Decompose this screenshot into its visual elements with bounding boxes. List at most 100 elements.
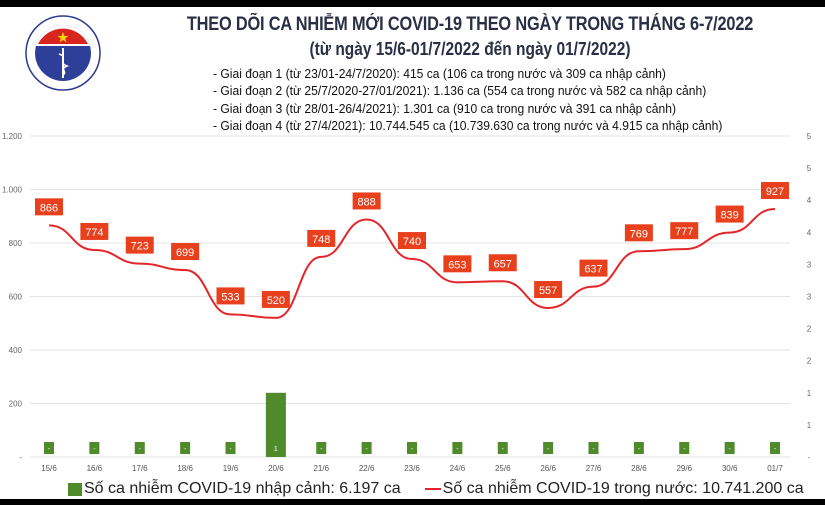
left-axis-tick: - [19, 453, 22, 462]
bar-data-label: - [683, 446, 686, 453]
line-data-label: 740 [403, 236, 421, 248]
line-data-label: 557 [539, 285, 557, 297]
line-data-label: 927 [766, 186, 784, 198]
line-data-label: 774 [85, 227, 103, 239]
line-data-label: 520 [267, 295, 285, 307]
bar-label-box [633, 442, 644, 454]
right-axis-tick: 5 [807, 164, 812, 173]
bar-data-label: 1 [274, 446, 278, 453]
line-label-box [171, 243, 200, 261]
right-axis-tick: 1 [807, 421, 812, 430]
x-axis-tick: 22/6 [359, 464, 375, 473]
line-label-box [216, 287, 245, 305]
legend-bar-swatch [68, 482, 82, 496]
bar-label-box [180, 442, 191, 454]
legend-line-swatch [424, 488, 441, 490]
line-label-box [35, 198, 63, 216]
x-axis-tick: 23/6 [404, 464, 420, 473]
bar-label-box [44, 442, 54, 454]
x-axis-tick: 19/6 [223, 464, 239, 473]
note-phase-1: - Giai đoạn 1 (từ 23/01-24/7/2020): 415 … [213, 66, 666, 81]
domestic-cases-line [48, 208, 776, 319]
bar-label-box [588, 442, 599, 454]
x-axis-tick: 25/6 [495, 464, 511, 473]
bottom-border [0, 499, 825, 505]
x-axis-tick: 15/6 [41, 464, 57, 473]
x-axis-tick: 28/6 [631, 464, 647, 473]
bar-data-label: - [184, 446, 187, 453]
right-axis-tick: 3 [807, 260, 812, 269]
x-axis-tick: 27/6 [586, 464, 602, 473]
right-axis-tick: - [808, 453, 811, 462]
note-phase-4: - Giai đoạn 4 (từ 27/4/2021): 10.744.545… [213, 117, 723, 133]
note-phase-3: - Giai đoạn 3 (từ 28/01-26/4/2021): 1.30… [213, 100, 677, 116]
line-data-label: 866 [40, 202, 58, 214]
bar-label-box [452, 442, 463, 454]
x-axis-tick: 30/6 [722, 464, 738, 473]
right-axis-tick: 2 [807, 325, 812, 334]
x-axis-tick: 18/6 [177, 464, 193, 473]
bar-label-box [270, 442, 281, 454]
right-axis-tick: 4 [807, 196, 812, 205]
line-label-box [761, 182, 789, 200]
bar-data-label: - [411, 446, 414, 453]
x-axis-tick: 29/6 [676, 464, 692, 473]
line-data-label: 769 [630, 228, 648, 240]
line-data-label: 699 [176, 247, 194, 259]
line-data-label: 533 [221, 291, 239, 303]
line-data-label: 657 [494, 258, 512, 270]
left-axis-tick: 1.000 [2, 186, 23, 195]
left-axis-tick: 600 [9, 293, 23, 302]
legend-line-label: Số ca nhiễm COVID-19 trong nước: 10.741.… [442, 480, 804, 497]
note-phase-2: - Giai đoạn 2 (từ 25/7/2020-27/01/2021):… [213, 83, 707, 99]
bar-label-box [225, 442, 236, 454]
line-label-box [670, 222, 699, 240]
bar-data-label: - [502, 446, 505, 453]
left-axis-tick: 800 [9, 239, 23, 248]
bar-data-label: - [774, 446, 777, 453]
right-axis-tick: 2 [807, 357, 812, 366]
line-label-box [307, 229, 336, 247]
right-axis-tick: 1 [807, 389, 812, 398]
line-label-box [352, 192, 381, 210]
line-data-label: 653 [448, 259, 466, 271]
x-axis-tick: 01/7 [767, 464, 783, 473]
bar-label-box [543, 442, 554, 454]
bar-label-box [134, 442, 145, 454]
legend: Số ca nhiễm COVID-19 nhập cảnh: 6.197 ca… [68, 480, 804, 498]
right-axis-tick: 4 [807, 228, 812, 237]
bar-data-label: - [93, 446, 96, 453]
line-label-box [125, 236, 154, 254]
line-label-box [398, 232, 426, 250]
line-data-label: 777 [675, 226, 693, 238]
x-axis-tick: 17/6 [132, 464, 148, 473]
line-label-box [579, 259, 608, 277]
line-data-label: 888 [357, 196, 375, 208]
line-data-label: 748 [312, 234, 330, 246]
right-axis-tick: 5 [807, 132, 812, 141]
x-axis-tick: 20/6 [268, 464, 284, 473]
line-data-label: 723 [131, 241, 149, 253]
line-label-box [80, 222, 109, 240]
line-label-box [443, 255, 472, 273]
left-axis-tick: 200 [9, 400, 23, 409]
bar-data-label: - [547, 446, 550, 453]
ministry-of-health-logo [25, 15, 101, 91]
line-label-box [534, 281, 563, 299]
chart-title: THEO DÕI CA NHIỄM MỚI COVID-19 THEO NGÀY… [186, 14, 754, 35]
bar-data-label: - [592, 446, 595, 453]
top-border [0, 0, 825, 7]
legend-bar-label: Số ca nhiễm COVID-19 nhập cảnh: 6.197 ca [84, 480, 401, 497]
left-axis-tick: 400 [9, 346, 23, 355]
bar-data-label: - [638, 446, 641, 453]
left-axis-tick: 1.200 [2, 132, 23, 141]
bar-label-box [316, 442, 327, 454]
phase-notes: - Giai đoạn 1 (từ 23/01-24/7/2020): 415 … [213, 65, 722, 134]
bar-label-box [89, 442, 100, 454]
line-label-box [715, 205, 744, 223]
bar-label-box [679, 442, 690, 454]
bar-data-label: - [229, 446, 232, 453]
x-axis-tick: 26/6 [540, 464, 556, 473]
right-axis-tick: 3 [807, 293, 812, 302]
